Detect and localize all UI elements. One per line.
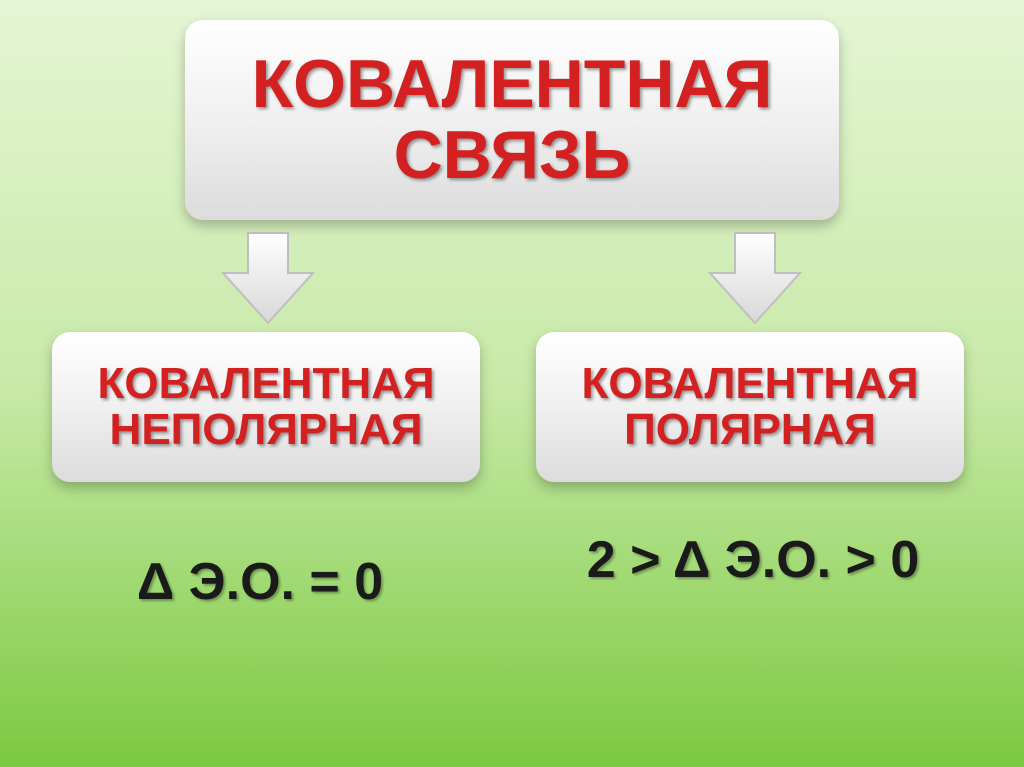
top-title: КОВАЛЕНТНАЯ СВЯЗЬ <box>185 49 839 192</box>
left-formula: Δ Э.О. = 0 <box>95 554 425 611</box>
arrow-left-icon <box>213 228 323 328</box>
top-box: КОВАЛЕНТНАЯ СВЯЗЬ <box>185 20 839 220</box>
right-title: КОВАЛЕНТНАЯ ПОЛЯРНАЯ <box>536 361 964 453</box>
left-box: КОВАЛЕНТНАЯ НЕПОЛЯРНАЯ <box>52 332 480 482</box>
right-box: КОВАЛЕНТНАЯ ПОЛЯРНАЯ <box>536 332 964 482</box>
left-title: КОВАЛЕНТНАЯ НЕПОЛЯРНАЯ <box>52 361 480 453</box>
right-formula: 2 > Δ Э.О. > 0 <box>538 530 968 590</box>
arrow-right-icon <box>700 228 810 328</box>
